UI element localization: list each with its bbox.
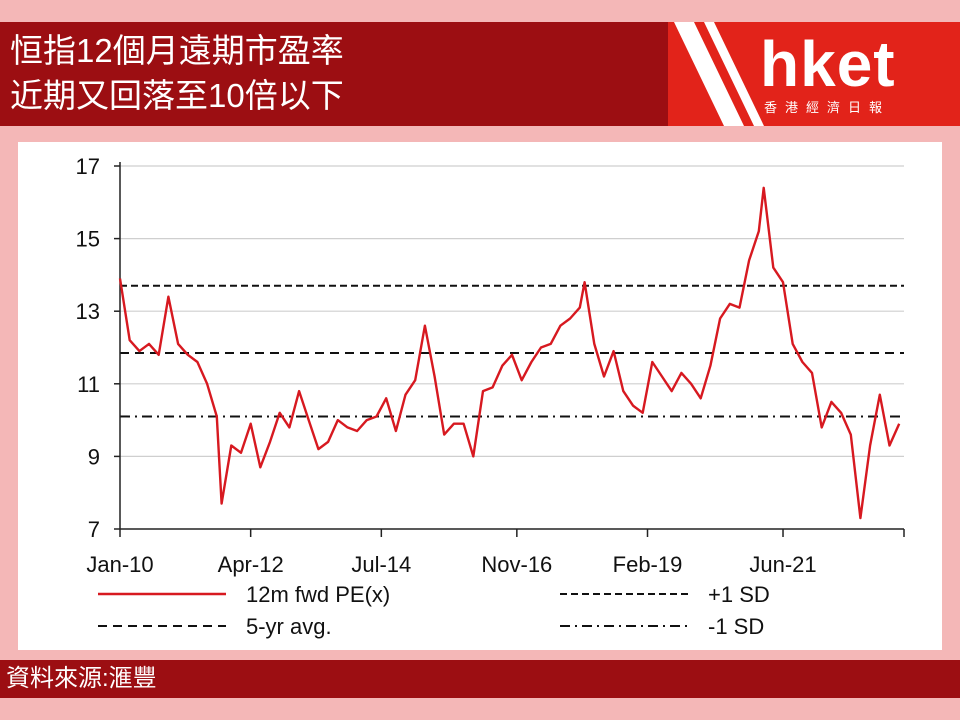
logo-stripes-icon bbox=[674, 22, 764, 126]
legend-label: 5-yr avg. bbox=[246, 614, 332, 639]
x-tick-label: Feb-19 bbox=[613, 552, 683, 577]
footer-bar: 資料來源:滙豐 bbox=[0, 660, 960, 698]
x-tick-label: Jun-21 bbox=[749, 552, 816, 577]
hket-logo-subtitle: 香港經濟日報 bbox=[764, 100, 891, 115]
x-tick-label: Jul-14 bbox=[351, 552, 411, 577]
title-line-1: 恒指12個月遠期市盈率 bbox=[10, 32, 344, 69]
x-tick-label: Apr-12 bbox=[218, 552, 284, 577]
chart-panel: 7 9 11 13 15 17 Jan-10 Apr-12 Jul-14 Nov-16 Feb-1… bbox=[18, 142, 942, 650]
reference-lines bbox=[120, 284, 904, 418]
y-tick-label: 7 bbox=[88, 517, 100, 542]
x-tick-label: Jan-10 bbox=[86, 552, 153, 577]
source-note: 資料來源:滙豐 bbox=[6, 665, 157, 692]
header-banner: 恒指12個月遠期市盈率 近期又回落至10倍以下 hket 香港經濟日報 bbox=[0, 22, 960, 126]
grid-lines bbox=[120, 165, 904, 457]
x-tick-labels: Jan-10 Apr-12 Jul-14 Nov-16 Feb-19 Jun-21 bbox=[86, 552, 816, 577]
pe-line-chart: 7 9 11 13 15 17 Jan-10 Apr-12 Jul-14 Nov-16 Feb-1… bbox=[76, 154, 905, 639]
axes bbox=[114, 162, 905, 537]
title-line-2: 近期又回落至10倍以下 bbox=[10, 77, 344, 114]
legend-label: 12m fwd PE(x) bbox=[246, 582, 390, 607]
page-title: 恒指12個月遠期市盈率 近期又回落至10倍以下 bbox=[10, 28, 344, 118]
y-tick-label: 17 bbox=[76, 154, 100, 179]
hket-logo: hket bbox=[760, 28, 896, 100]
y-tick-labels: 7 9 11 13 15 17 bbox=[76, 154, 100, 542]
y-tick-label: 13 bbox=[76, 299, 100, 324]
x-tick-label: Nov-16 bbox=[481, 552, 552, 577]
legend-label: -1 SD bbox=[708, 614, 764, 639]
series-line-12m-fwd-pe bbox=[118, 186, 901, 520]
y-tick-label: 15 bbox=[76, 227, 100, 252]
y-tick-label: 9 bbox=[88, 444, 100, 469]
legend: 12m fwd PE(x) 5-yr avg. +1 SD -1 SD bbox=[98, 582, 770, 639]
y-tick-label: 11 bbox=[77, 372, 100, 397]
legend-label: +1 SD bbox=[708, 582, 770, 607]
